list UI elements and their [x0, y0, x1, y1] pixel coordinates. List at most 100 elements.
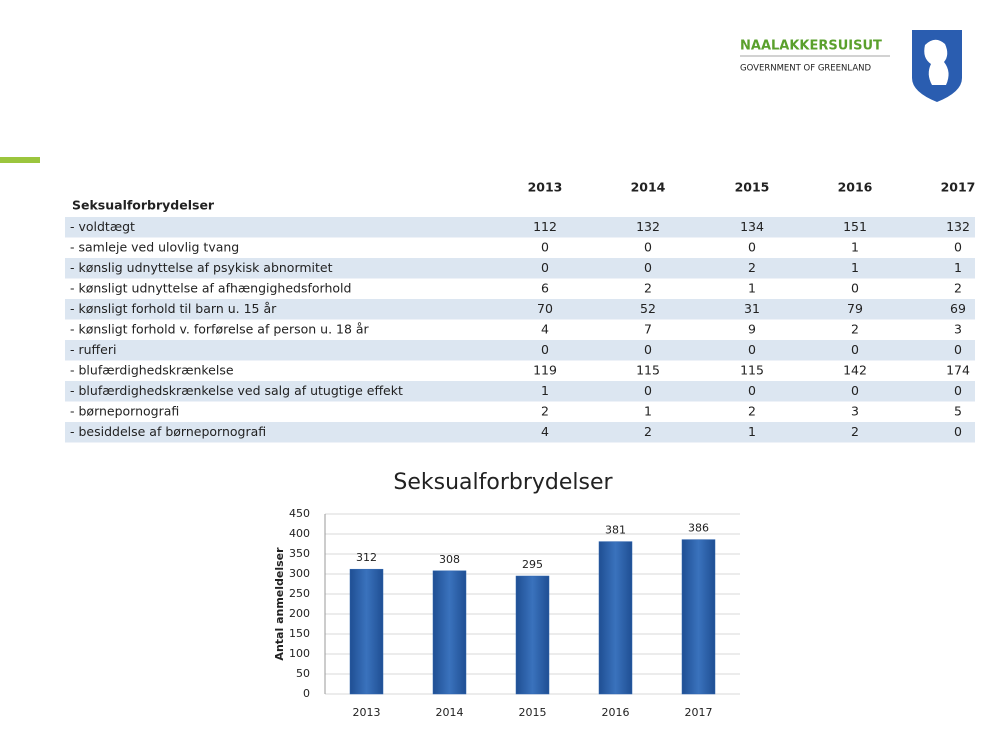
y-tick-label: 350 [289, 547, 310, 560]
cell-value: 132 [946, 219, 970, 234]
cell-value: 4 [541, 321, 549, 336]
y-axis-label: Antal anmeldelser [273, 547, 286, 661]
data-label: 386 [688, 522, 709, 535]
cell-value: 142 [843, 362, 867, 377]
chart-title: Seksualforbrydelser [393, 470, 613, 495]
cell-value: 0 [541, 342, 549, 357]
column-header: 2015 [735, 180, 770, 195]
cell-value: 2 [851, 424, 859, 439]
cell-value: 5 [954, 403, 962, 418]
cell-value: 2 [541, 403, 549, 418]
row-band [65, 217, 975, 238]
cell-value: 134 [740, 219, 764, 234]
cell-value: 2 [748, 403, 756, 418]
x-tick-label: 2016 [602, 706, 630, 719]
column-header: 2017 [941, 180, 976, 195]
cell-value: 3 [954, 321, 962, 336]
row-label: - kønsligt forhold v. forførelse af pers… [70, 321, 370, 336]
y-tick-label: 300 [289, 567, 310, 580]
data-label: 312 [356, 551, 377, 564]
cell-value: 119 [533, 362, 557, 377]
cell-value: 0 [954, 342, 962, 357]
cell-value: 70 [537, 301, 553, 316]
row-band [65, 422, 975, 443]
cell-value: 2 [748, 260, 756, 275]
y-tick-label: 0 [303, 687, 310, 700]
row-label: - samleje ved ulovlig tvang [70, 239, 239, 254]
cell-value: 9 [748, 321, 756, 336]
cell-value: 2 [644, 424, 652, 439]
cell-value: 6 [541, 280, 549, 295]
y-tick-label: 50 [296, 667, 310, 680]
cell-value: 52 [640, 301, 656, 316]
cell-value: 1 [954, 260, 962, 275]
cell-value: 0 [644, 260, 652, 275]
cell-value: 0 [748, 383, 756, 398]
x-tick-label: 2017 [685, 706, 713, 719]
column-header: 2016 [838, 180, 873, 195]
cell-value: 115 [636, 362, 660, 377]
cell-value: 7 [644, 321, 652, 336]
row-label: - børnepornografi [70, 403, 179, 418]
cell-value: 2 [954, 280, 962, 295]
cell-value: 0 [851, 280, 859, 295]
y-tick-label: 200 [289, 607, 310, 620]
bar [681, 539, 716, 695]
cell-value: 174 [946, 362, 970, 377]
cell-value: 0 [954, 424, 962, 439]
logo-shield [912, 30, 962, 102]
x-tick-label: 2014 [436, 706, 464, 719]
y-tick-label: 450 [289, 507, 310, 520]
data-label: 308 [439, 553, 460, 566]
bar [598, 541, 633, 695]
cell-value: 0 [954, 239, 962, 254]
cell-value: 132 [636, 219, 660, 234]
cell-value: 0 [851, 342, 859, 357]
table-title: Seksualforbrydelser [72, 198, 215, 213]
cell-value: 0 [541, 260, 549, 275]
y-tick-label: 150 [289, 627, 310, 640]
cell-value: 1 [541, 383, 549, 398]
cell-value: 3 [851, 403, 859, 418]
row-band [65, 381, 975, 402]
row-label: - voldtægt [70, 219, 135, 234]
data-label: 295 [522, 558, 543, 571]
cell-value: 115 [740, 362, 764, 377]
cell-value: 69 [950, 301, 966, 316]
row-band [65, 299, 975, 320]
cell-value: 1 [644, 403, 652, 418]
row-label: - kønslig udnyttelse af psykisk abnormit… [70, 260, 333, 275]
column-header: 2014 [631, 180, 666, 195]
row-label: - blufærdighedskrænkelse [70, 362, 234, 377]
row-label: - kønsligt udnyttelse af afhængighedsfor… [70, 280, 351, 295]
bar [432, 570, 467, 695]
cell-value: 1 [748, 280, 756, 295]
row-label: - besiddelse af børnepornografi [70, 424, 266, 439]
cell-value: 0 [644, 383, 652, 398]
y-tick-label: 250 [289, 587, 310, 600]
cell-value: 112 [533, 219, 557, 234]
brand: NAALAKKERSUISUT [740, 39, 882, 54]
cell-value: 0 [954, 383, 962, 398]
cell-value: 0 [644, 342, 652, 357]
cell-value: 0 [851, 383, 859, 398]
x-tick-label: 2015 [519, 706, 547, 719]
brand-subtitle: GOVERNMENT OF GREENLAND [740, 64, 872, 74]
bar [515, 575, 550, 695]
cell-value: 151 [843, 219, 867, 234]
cell-value: 0 [748, 239, 756, 254]
y-tick-label: 100 [289, 647, 310, 660]
cell-value: 1 [748, 424, 756, 439]
table: 2013 2014 2015 2016 2017Seksualforbrydelser … [65, 180, 975, 443]
cell-value: 2 [851, 321, 859, 336]
row-label: - blufærdighedskrænkelse ved salg af utu… [70, 383, 403, 398]
cell-value: 0 [541, 239, 549, 254]
cell-value: 1 [851, 239, 859, 254]
row-label: - rufferi [70, 342, 116, 357]
cell-value: 79 [847, 301, 863, 316]
cell-value: 0 [644, 239, 652, 254]
cell-value: 2 [644, 280, 652, 295]
accent-bar [0, 157, 40, 163]
row-band [65, 258, 975, 279]
